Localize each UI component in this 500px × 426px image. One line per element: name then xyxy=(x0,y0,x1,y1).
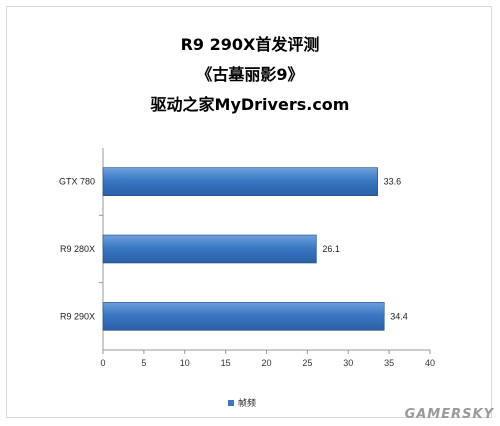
chart-source: 驱动之家MyDrivers.com xyxy=(150,95,350,114)
x-tick-label: 15 xyxy=(221,358,231,368)
bar xyxy=(102,234,317,264)
x-tick-label: 25 xyxy=(302,358,312,368)
x-tick-label: 0 xyxy=(100,358,105,368)
x-tick-label: 10 xyxy=(180,358,190,368)
chart-header: R9 290X首发评测 《古墓丽影9》 驱动之家MyDrivers.com xyxy=(0,30,500,120)
chart-title: R9 290X首发评测 xyxy=(180,35,320,54)
category-label: R9 280X xyxy=(60,244,95,254)
legend-swatch xyxy=(228,399,234,406)
data-label: 26.1 xyxy=(322,244,340,254)
bar xyxy=(102,167,378,196)
data-label: 33.6 xyxy=(384,177,402,187)
data-label: 34.4 xyxy=(390,311,408,321)
watermark: GAMERSKY xyxy=(404,407,494,422)
x-tick-label: 30 xyxy=(343,358,353,368)
x-tick-label: 35 xyxy=(384,358,394,368)
chart-frame xyxy=(6,6,492,418)
category-label: R9 290X xyxy=(60,311,95,321)
bar xyxy=(102,302,385,331)
chart-subtitle: 《古墓丽影9》 xyxy=(196,65,304,84)
x-tick-label: 40 xyxy=(425,358,435,368)
legend: 帧频 xyxy=(228,396,256,409)
x-tick-label: 20 xyxy=(261,358,271,368)
x-tick-label: 5 xyxy=(141,358,146,368)
category-label: GTX 780 xyxy=(59,177,95,187)
legend-label: 帧频 xyxy=(238,399,257,409)
